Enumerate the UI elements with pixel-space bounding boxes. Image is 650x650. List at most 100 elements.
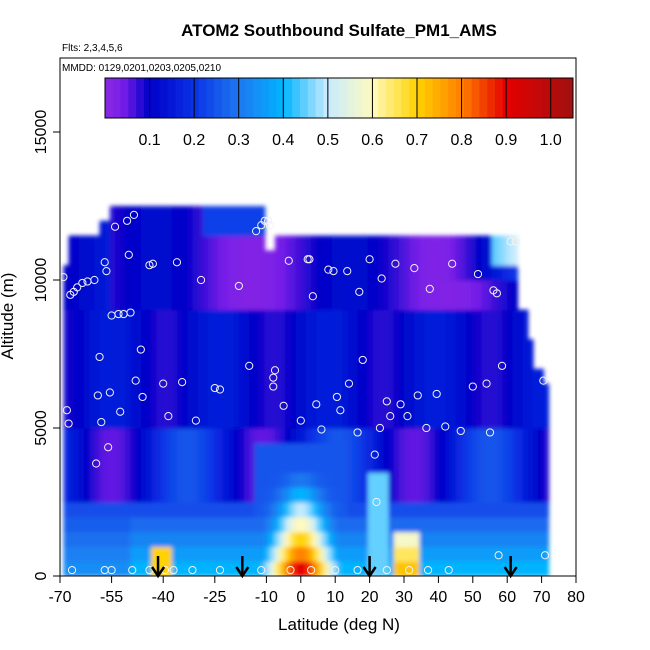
colorbar-tick-label: 0.5 bbox=[317, 132, 339, 149]
sample-point bbox=[329, 267, 338, 276]
x-tick-label: -70 bbox=[48, 589, 71, 606]
colorbar-cell bbox=[206, 78, 215, 118]
sample-point bbox=[286, 565, 295, 575]
sample-point bbox=[107, 565, 116, 575]
sample-point bbox=[336, 406, 345, 415]
y-tick-label: 0 bbox=[33, 571, 50, 580]
chart-title: ATOM2 Southbound Sulfate_PM1_AMS bbox=[181, 21, 497, 40]
sample-point bbox=[122, 216, 132, 225]
sample-point bbox=[110, 222, 120, 231]
colorbar: 0.1 0.2 0.3 0.4 0.5 0.6 0.7 0.8 0.9 1.0 bbox=[104, 77, 574, 149]
x-tick-label: 40 bbox=[430, 589, 448, 606]
colorbar-tick-label: 0.1 bbox=[138, 132, 160, 149]
sample-point bbox=[191, 416, 200, 425]
sample-point bbox=[377, 274, 386, 283]
colorbar-cell bbox=[198, 78, 207, 118]
x-tick-label: 80 bbox=[567, 589, 585, 606]
colorbar-cell bbox=[253, 78, 262, 118]
sample-point bbox=[90, 275, 99, 285]
sample-point bbox=[67, 565, 77, 575]
sample-point bbox=[264, 216, 273, 225]
sample-point bbox=[448, 259, 457, 268]
sample-point bbox=[215, 565, 225, 575]
x-tick-label: 20 bbox=[361, 589, 379, 606]
sample-point bbox=[403, 412, 412, 421]
sample-point bbox=[260, 216, 269, 225]
colorbar-tick-label: 0.9 bbox=[495, 132, 517, 149]
plot-frame bbox=[59, 57, 577, 577]
sample-point bbox=[116, 407, 125, 416]
sample-point bbox=[372, 497, 381, 507]
colorbar-cell bbox=[378, 78, 387, 118]
sample-point bbox=[396, 400, 405, 409]
sample-point bbox=[485, 428, 495, 437]
sample-point bbox=[279, 401, 288, 410]
x-tick-label: -55 bbox=[100, 589, 123, 606]
sample-point bbox=[269, 373, 278, 382]
x-axis: -70 -55 -40 -25 -10 0 10 20 30 40 50 60 70 80 bbox=[48, 576, 585, 606]
colorbar-cell bbox=[432, 78, 441, 118]
colorbar-cell bbox=[385, 78, 395, 118]
x-tick-label: 70 bbox=[533, 589, 551, 606]
colorbar-cell bbox=[183, 78, 192, 118]
sample-point bbox=[413, 391, 422, 400]
sample-point bbox=[148, 259, 157, 268]
colorbar-cell bbox=[370, 78, 379, 118]
colorbar-cell bbox=[292, 78, 301, 118]
sample-point bbox=[270, 366, 280, 375]
sample-point bbox=[422, 423, 431, 433]
colorbar-cell bbox=[456, 78, 465, 118]
sample-point bbox=[324, 265, 333, 274]
sample-point bbox=[343, 267, 352, 276]
sample-point bbox=[312, 400, 321, 409]
colorbar-cell bbox=[417, 78, 426, 118]
sample-point bbox=[410, 264, 419, 273]
sample-point bbox=[188, 565, 197, 575]
colorbar-tick-label: 0.4 bbox=[272, 132, 294, 149]
sample-point bbox=[64, 419, 73, 428]
sample-point bbox=[540, 551, 550, 560]
colorbar-cell bbox=[557, 78, 566, 118]
colorbar-tick-label: 0.2 bbox=[183, 132, 205, 149]
sample-point bbox=[423, 565, 433, 575]
sample-point bbox=[138, 392, 147, 402]
colorbar-cell bbox=[487, 78, 496, 118]
sample-point bbox=[506, 237, 515, 246]
sample-point bbox=[265, 221, 274, 230]
sample-point bbox=[73, 283, 82, 292]
sample-point bbox=[269, 382, 278, 391]
colorbar-cell bbox=[393, 78, 402, 118]
sample-point bbox=[128, 565, 137, 575]
colorbar-cell bbox=[448, 78, 457, 118]
sample-point bbox=[169, 565, 178, 575]
sample-point bbox=[95, 352, 104, 362]
y-axis-label: Altitude (m) bbox=[0, 273, 17, 360]
sample-point bbox=[178, 378, 187, 387]
y-tick-label: 15000 bbox=[33, 110, 50, 155]
x-tick-label: -10 bbox=[255, 589, 278, 606]
sample-point bbox=[78, 278, 87, 288]
x-tick-label: 50 bbox=[464, 589, 482, 606]
colorbar-cell bbox=[526, 78, 535, 118]
colorbar-cell bbox=[300, 78, 309, 118]
colorbar-cell bbox=[479, 78, 488, 118]
sample-point bbox=[353, 565, 362, 575]
sample-point bbox=[102, 267, 111, 276]
sample-point bbox=[511, 237, 520, 246]
x-tick-label: -40 bbox=[152, 589, 175, 606]
x-tick-label: -25 bbox=[203, 589, 226, 606]
colorbar-cell bbox=[331, 78, 340, 118]
sample-point bbox=[159, 379, 168, 388]
colorbar-cell bbox=[471, 78, 480, 118]
colorbar-cell bbox=[401, 78, 410, 118]
sample-point bbox=[245, 361, 254, 370]
colorbar-cell bbox=[518, 78, 527, 118]
colorbar-cell bbox=[362, 78, 371, 118]
colorbar-cell bbox=[276, 78, 285, 118]
colorbar-cell bbox=[307, 78, 317, 118]
sample-point bbox=[344, 379, 354, 388]
colorbar-frame bbox=[104, 77, 574, 119]
heatmap-field bbox=[63, 206, 550, 576]
colorbar-tick-label: 1.0 bbox=[540, 132, 562, 149]
